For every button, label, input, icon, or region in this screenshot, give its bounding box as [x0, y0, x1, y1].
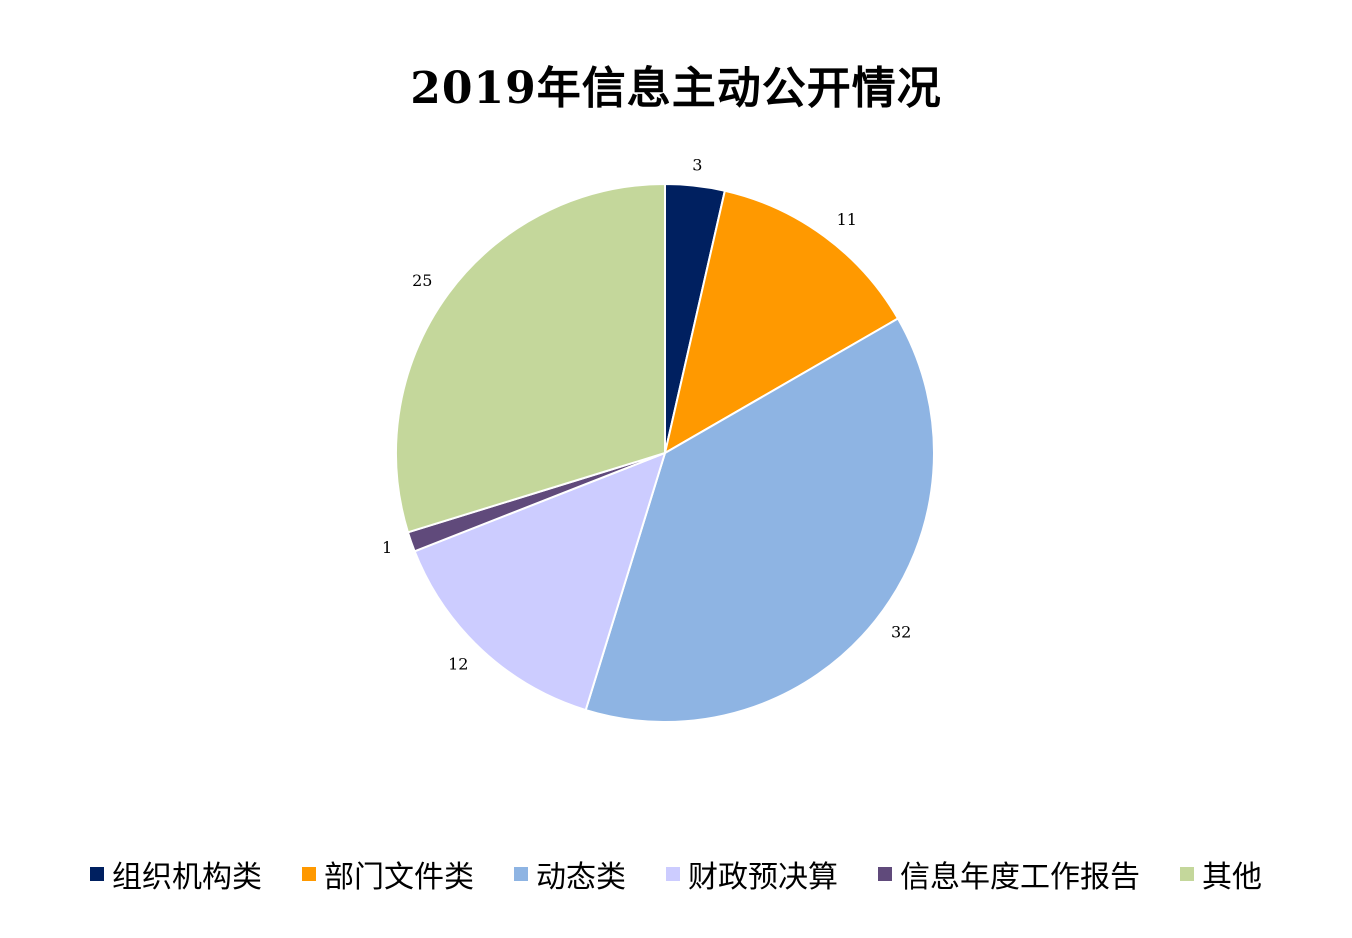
legend-item-1: 组织机构类 [90, 852, 262, 896]
data-label-3: 32 [891, 623, 911, 642]
data-label-1: 3 [692, 155, 702, 174]
pie-slice-6 [395, 182, 666, 534]
legend-label: 部门文件类 [324, 860, 474, 895]
pie-slice-2 [663, 189, 900, 456]
legend-item-3: 动态类 [514, 852, 626, 896]
legend-item-2: 部门文件类 [302, 852, 474, 896]
legend-swatch [90, 867, 104, 881]
legend-label: 财政预决算 [688, 860, 838, 895]
data-label-4: 12 [448, 654, 468, 673]
legend-swatch [878, 867, 892, 881]
pie-chart: 3 11 32 12 1 25 [382, 155, 935, 723]
legend-swatch [302, 867, 316, 881]
legend-item-4: 财政预决算 [666, 852, 838, 896]
pie-slices [395, 182, 935, 723]
legend-swatch [1180, 867, 1194, 881]
legend-item-6: 其他 [1180, 852, 1262, 896]
data-label-6: 25 [412, 271, 432, 290]
legend-item-5: 信息年度工作报告 [878, 852, 1140, 896]
pie-slice-3 [584, 317, 935, 723]
pie-slice-4 [413, 451, 667, 712]
legend-label: 动态类 [536, 860, 626, 895]
pie-data-labels: 3 11 32 12 1 25 [382, 155, 911, 673]
data-label-2: 11 [837, 210, 857, 229]
legend-label: 信息年度工作报告 [900, 860, 1140, 895]
legend-swatch [514, 867, 528, 881]
legend-label: 组织机构类 [112, 860, 262, 895]
legend-label: 其他 [1202, 860, 1262, 895]
legend: 组织机构类 部门文件类 动态类 财政预决算 信息年度工作报告 其他 [0, 852, 1352, 896]
data-label-5: 1 [382, 538, 392, 557]
chart-title: 2019年信息主动公开情况 [410, 63, 942, 114]
legend-swatch [666, 867, 680, 881]
